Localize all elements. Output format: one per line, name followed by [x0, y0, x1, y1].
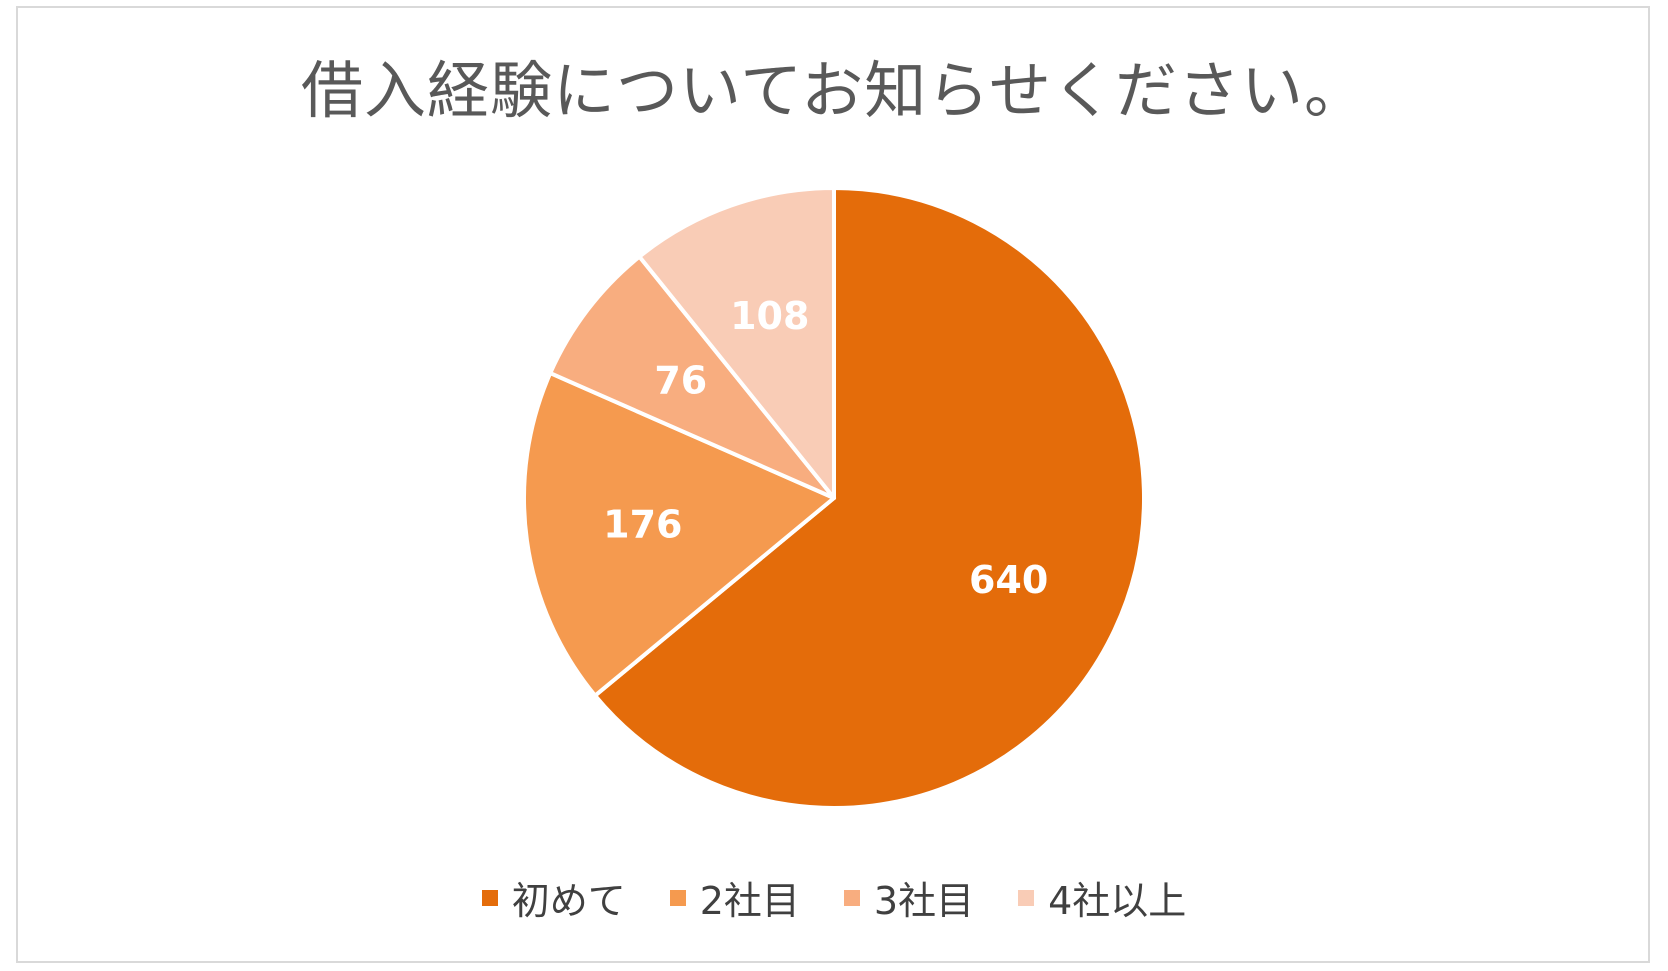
legend-item-four-plus-companies: 4社以上 [1018, 870, 1186, 925]
chart-title: 借入経験についてお知らせください。 [300, 54, 1368, 127]
legend-swatch-four-plus-companies [1018, 889, 1035, 906]
data-label-third-company: 76 [654, 359, 707, 403]
chart-legend: 初めて 2社目 3社目 4社以上 [0, 870, 1668, 925]
pie-slice-four-plus-companies [637, 186, 836, 500]
pie-slice-second-company [522, 371, 836, 698]
pie-slice-third-company [548, 254, 836, 500]
legend-label-four-plus-companies: 4社以上 [1048, 879, 1187, 923]
data-label-first-time: 640 [969, 558, 1048, 602]
legend-label-second-company: 2社目 [699, 879, 800, 923]
legend-label-third-company: 3社目 [873, 879, 975, 923]
legend-swatch-third-company [843, 889, 860, 906]
legend-item-first-time: 初めて [481, 870, 626, 925]
legend-item-third-company: 3社目 [843, 870, 975, 925]
pie-slice-first-time [593, 186, 1146, 810]
data-label-second-company: 176 [603, 503, 682, 547]
legend-label-first-time: 初めて [511, 879, 626, 923]
data-label-four-plus-companies: 108 [730, 294, 809, 338]
legend-swatch-first-time [481, 889, 498, 906]
legend-item-second-company: 2社目 [669, 870, 800, 925]
legend-swatch-second-company [669, 889, 686, 906]
